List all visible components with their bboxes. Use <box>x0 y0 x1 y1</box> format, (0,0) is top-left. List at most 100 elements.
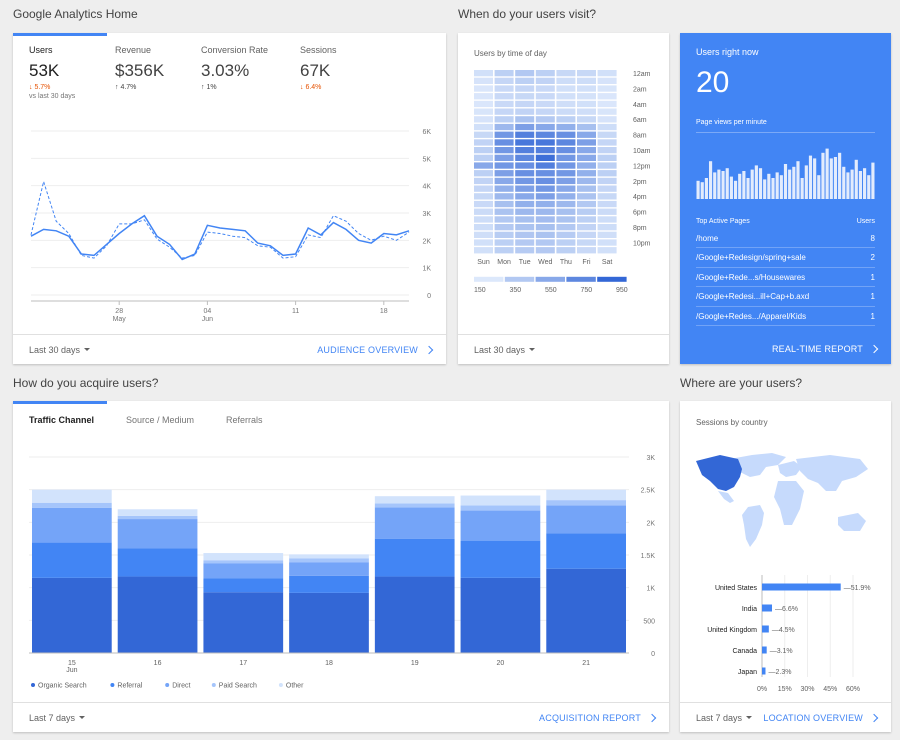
heatmap-cell <box>597 170 617 177</box>
pageview-bar <box>746 178 750 199</box>
date-range-dropdown[interactable]: Last 30 days <box>29 345 91 355</box>
heatmap-cell <box>494 93 514 100</box>
heatmap-cell <box>556 239 576 246</box>
heatmap-cell <box>556 116 576 123</box>
heatmap-cell <box>597 108 617 115</box>
date-range-dropdown[interactable]: Last 30 days <box>474 345 536 355</box>
kpi-label: Users <box>29 45 53 55</box>
stack-segment <box>460 577 541 653</box>
pageview-bar <box>808 155 813 199</box>
heatmap-cell <box>597 70 617 77</box>
pageview-bar <box>704 178 708 199</box>
kpi-change: ↓ 6.4% <box>300 84 322 91</box>
heatmap-cell <box>515 147 535 154</box>
heatmap-cell <box>556 185 576 192</box>
greenland-north-shape <box>730 453 786 477</box>
heatmap-cell <box>535 247 555 254</box>
heatmap-cell <box>577 108 596 115</box>
heatmap-cell <box>474 131 493 138</box>
active-page-path: /Google+Redes.../Apparel/Kids <box>696 311 807 321</box>
heatmap-cell <box>577 200 596 208</box>
heatmap-cell <box>494 154 514 161</box>
heatmap-cell <box>474 200 493 208</box>
heatmap-cell <box>556 123 576 131</box>
heatmap-cell <box>474 170 493 177</box>
x-tick-label: 17 <box>239 660 247 667</box>
heatmap-cell <box>494 185 514 192</box>
x-tick-label: 16 <box>154 660 162 667</box>
active-page-row[interactable]: /Google+Redes.../Apparel/Kids 1 <box>696 307 875 326</box>
stack-segment <box>289 562 369 576</box>
kpi-comparison: vs last 30 days <box>29 93 76 100</box>
active-page-row[interactable]: /Google+Redesign/spring+sale 2 <box>696 249 875 268</box>
tab-source-medium[interactable]: Source / Medium <box>126 415 195 425</box>
heatmap-cell <box>535 93 555 100</box>
chevron-right-icon <box>869 713 879 722</box>
kpi-users[interactable]: Users 53K ↓ 5.7% vs last 30 days <box>29 45 75 100</box>
heatmap-cell <box>597 154 617 161</box>
stack-segment <box>32 502 112 508</box>
heatmap-cell <box>577 170 596 177</box>
date-range-dropdown[interactable]: Last 7 days <box>29 713 86 723</box>
heatmap-cell <box>515 193 535 200</box>
heatmap-cell <box>535 200 555 208</box>
y-tick-label: 2K <box>646 520 655 527</box>
heatmap-cell <box>515 85 535 92</box>
pages-header: Top Active Pages Users <box>696 212 875 231</box>
caret-down-icon <box>529 348 536 351</box>
active-page-row[interactable]: /Google+Rede...s/Housewares 1 <box>696 268 875 287</box>
pageview-bar <box>867 175 871 199</box>
heatmap-cell <box>577 93 596 100</box>
heatmap-cell <box>515 77 535 84</box>
pageview-bar <box>738 173 742 199</box>
stack-segment <box>32 542 112 578</box>
scale-label: 950 <box>616 287 628 294</box>
tab-referrals[interactable]: Referrals <box>226 415 263 425</box>
acquisition-report-link[interactable]: ACQUISITION REPORT <box>539 713 657 723</box>
kpi-conversion-rate[interactable]: Conversion Rate 3.03% ↑ 1% <box>201 45 268 91</box>
pageview-bar <box>725 168 729 199</box>
kpi-value: 67K <box>300 61 331 80</box>
pageview-bar <box>696 180 700 199</box>
location-overview-link[interactable]: LOCATION OVERVIEW <box>763 713 879 723</box>
audience-footer: Last 30 days AUDIENCE OVERVIEW <box>13 334 446 364</box>
kpi-revenue[interactable]: Revenue $356K ↑ 4.7% <box>115 45 164 91</box>
heatmap-cell <box>515 154 535 161</box>
heatmap-cell <box>515 116 535 123</box>
heatmap-cell <box>556 77 576 84</box>
pageview-bar <box>742 171 746 199</box>
heatmap-footer: Last 30 days <box>458 334 669 364</box>
heatmap-cell <box>515 216 535 223</box>
pageview-bar <box>833 157 838 199</box>
tab-traffic-channel[interactable]: Traffic Channel <box>29 415 95 425</box>
active-users-count: 20 <box>696 66 730 99</box>
heatmap-cell <box>556 200 576 208</box>
date-range-dropdown[interactable]: Last 7 days <box>696 713 753 723</box>
stack-segment <box>289 575 369 593</box>
hour-label: 6pm <box>633 210 647 217</box>
heatmap-cell <box>535 100 555 108</box>
heatmap-cell <box>577 224 596 231</box>
hour-label: 8am <box>633 133 647 140</box>
active-page-users: 2 <box>870 253 875 262</box>
x-tick-sublabel: Jun <box>66 667 77 674</box>
heatmap-cell <box>494 123 514 131</box>
realtime-report-link[interactable]: REAL-TIME REPORT <box>772 344 879 354</box>
audience-overview-link[interactable]: AUDIENCE OVERVIEW <box>317 345 434 355</box>
country-value-label: —51.9% <box>844 585 871 592</box>
hour-label: 10pm <box>633 240 651 247</box>
heatmap-cell <box>474 185 493 192</box>
heatmap-cell <box>577 193 596 200</box>
x-tick-sublabel: Jun <box>202 316 213 323</box>
kpi-label: Revenue <box>115 45 152 55</box>
heatmap-cell <box>515 231 535 238</box>
pageview-bar <box>713 172 717 199</box>
active-page-row[interactable]: /Google+Redesi...ill+Cap+b.axd 1 <box>696 288 875 307</box>
heatmap-cell <box>494 162 514 169</box>
active-page-row[interactable]: /home 8 <box>696 229 875 248</box>
kpi-sessions[interactable]: Sessions 67K ↓ 6.4% <box>300 45 337 91</box>
stack-segment <box>460 495 541 506</box>
hour-label: 10am <box>633 148 651 155</box>
country-value-label: —3.1% <box>770 648 793 655</box>
scale-label: 150 <box>474 287 486 294</box>
